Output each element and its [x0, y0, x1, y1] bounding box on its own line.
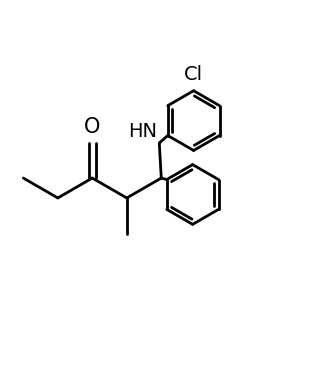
Text: HN: HN [128, 122, 157, 141]
Text: Cl: Cl [184, 65, 203, 84]
Text: O: O [84, 117, 100, 137]
